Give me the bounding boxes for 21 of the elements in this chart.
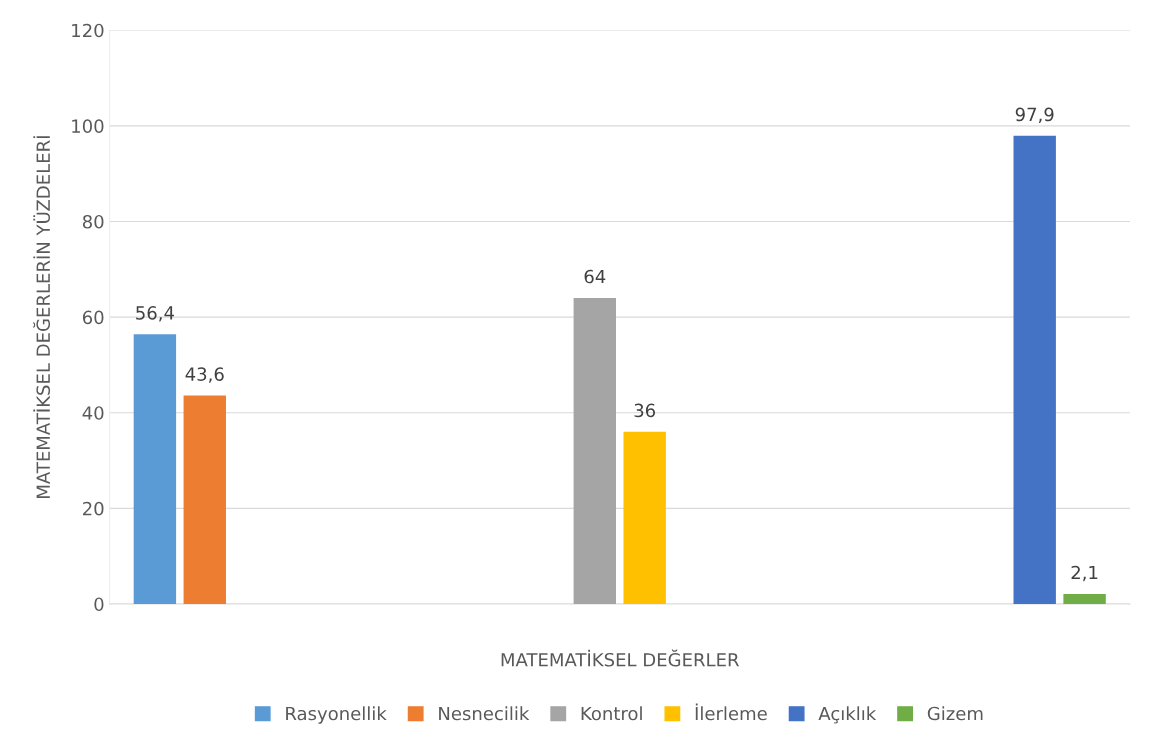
data-label: 64 bbox=[584, 269, 606, 284]
legend-label: İlerleme bbox=[695, 703, 767, 721]
y-tick-label: 0 bbox=[94, 597, 104, 612]
data-label: 2,1 bbox=[1071, 565, 1098, 582]
legend-label: Açıklık bbox=[818, 706, 877, 724]
legend-label: Kontrol bbox=[581, 706, 642, 721]
legend-label: Nesnecilik bbox=[439, 706, 530, 721]
y-tick-label: 120 bbox=[72, 23, 104, 38]
legend-label: Rasyonellik bbox=[286, 706, 387, 724]
y-tick-label: 20 bbox=[83, 501, 104, 516]
y-tick-label: 40 bbox=[82, 406, 104, 420]
x-axis-title: MATEMATİKSEL DEĞERLER bbox=[501, 649, 740, 667]
data-label: 36 bbox=[634, 403, 656, 418]
y-tick-label: 60 bbox=[82, 310, 104, 325]
data-label: 97,9 bbox=[1015, 107, 1054, 124]
y-tick-label: 100 bbox=[72, 119, 104, 133]
data-label: 56,4 bbox=[136, 306, 174, 322]
y-axis-title: MATEMATİKSEL DEĞERLERİN YÜZDELERİ bbox=[33, 136, 51, 498]
data-label: 43,6 bbox=[185, 367, 224, 383]
legend-label: Gizem bbox=[927, 706, 983, 721]
y-tick-label: 80 bbox=[82, 214, 104, 229]
